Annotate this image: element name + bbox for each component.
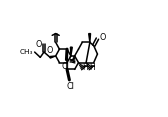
Text: Cl: Cl [66,82,74,91]
Text: H: H [90,63,95,71]
Text: H: H [82,63,88,71]
Text: CH₃: CH₃ [20,49,33,55]
Text: H: H [69,57,74,65]
Text: Cl: Cl [62,62,70,71]
Text: O: O [36,40,42,49]
Polygon shape [50,56,56,58]
Text: O: O [100,33,106,42]
Polygon shape [89,34,91,42]
Text: O: O [47,46,53,55]
Polygon shape [70,47,72,56]
